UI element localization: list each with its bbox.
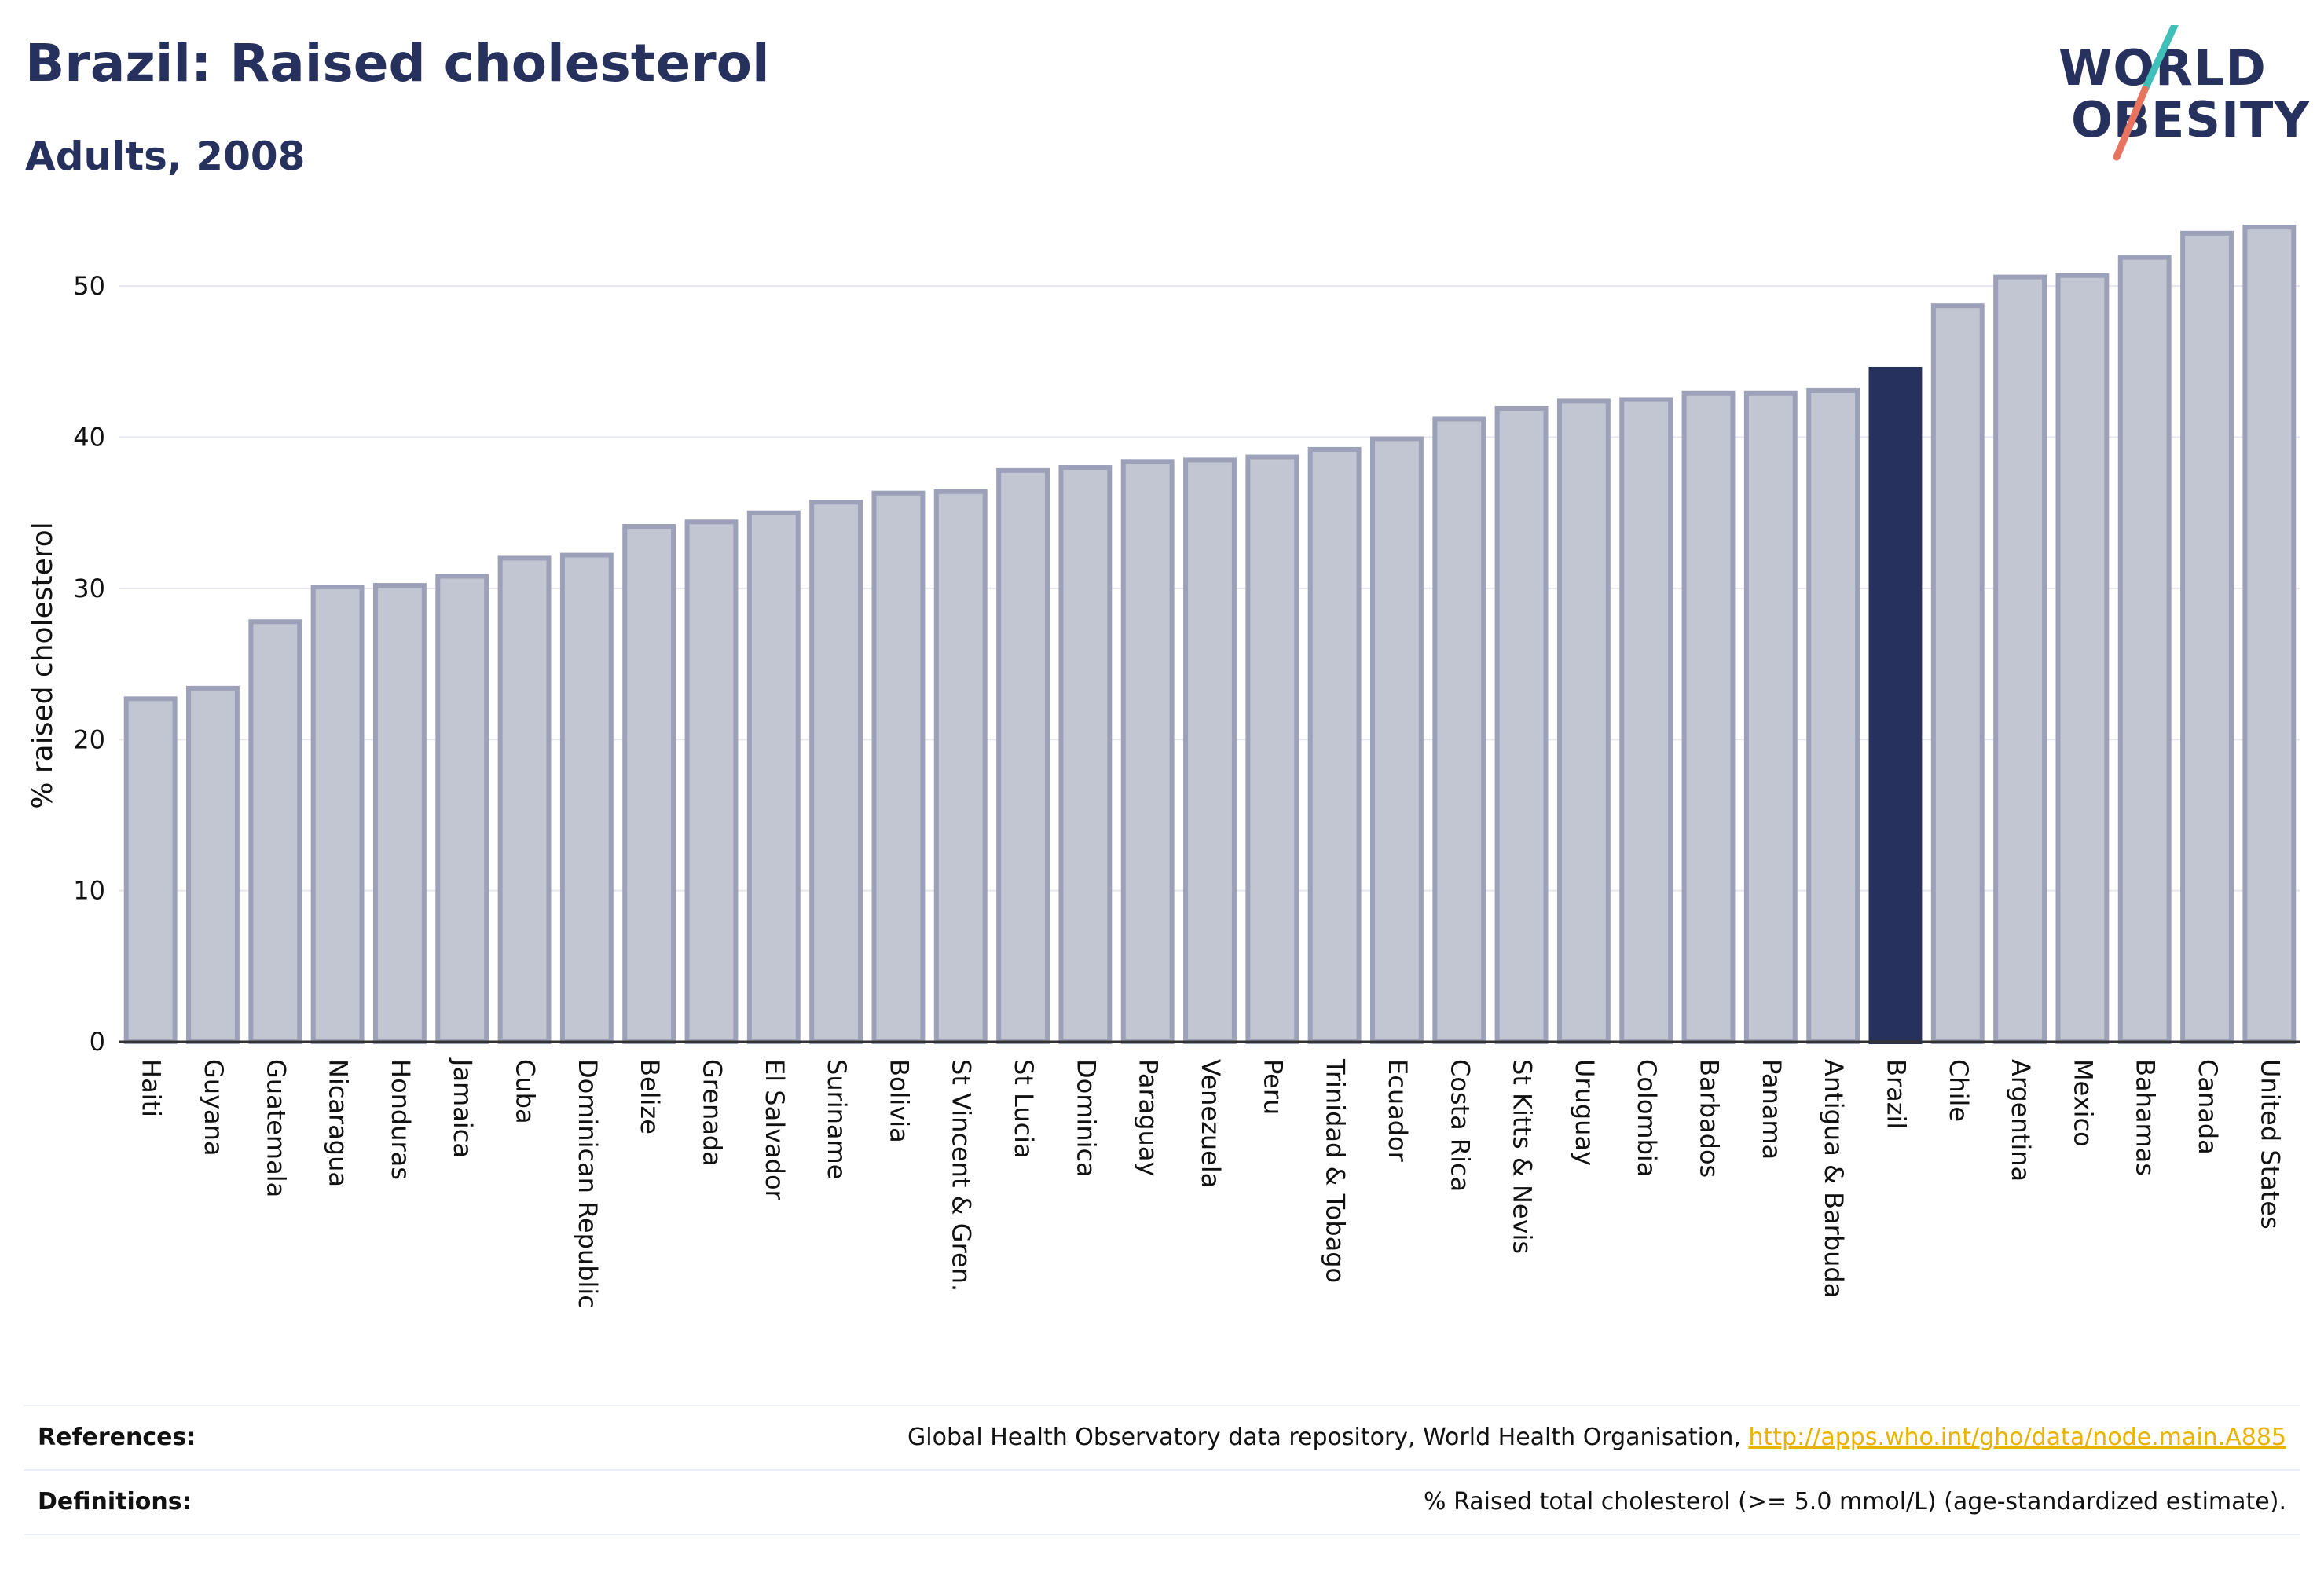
x-tick-label: Guatemala: [261, 1059, 291, 1197]
x-tick-label: Dominica: [1071, 1059, 1101, 1178]
x-tick-label: Ecuador: [1383, 1059, 1413, 1163]
x-tick-label: Mexico: [2068, 1059, 2098, 1147]
logo-slash-icon: [2113, 25, 2179, 161]
x-tick-label: Grenada: [697, 1059, 727, 1167]
y-tick-label: 0: [90, 1027, 105, 1057]
x-tick-label: Antigua & Barbuda: [1819, 1059, 1849, 1298]
bar-bolivia: [871, 490, 926, 1044]
bar-dominica: [1058, 465, 1113, 1044]
bar-peru: [1245, 454, 1299, 1044]
references-link[interactable]: http://apps.who.int/gho/data/node.main.A…: [1748, 1424, 2286, 1451]
bar-brazil: [1868, 366, 1923, 1044]
y-tick-label: 20: [73, 724, 105, 754]
bar-paraguay: [1120, 459, 1175, 1044]
x-tick-label: Canada: [2193, 1059, 2223, 1155]
bar-colombia: [1619, 397, 1673, 1045]
bar-haiti: [123, 696, 178, 1044]
chart-title: Brazil: Raised cholesterol: [25, 33, 770, 93]
bar-st-kitts-nevis: [1494, 405, 1549, 1044]
x-tick-label: Venezuela: [1196, 1059, 1226, 1188]
x-tick-label: Brazil: [1881, 1059, 1911, 1129]
bar-st-vincent-gren-: [933, 489, 988, 1044]
x-tick-label: Suriname: [822, 1059, 852, 1179]
bar-panama: [1743, 390, 1798, 1044]
x-tick-label: United States: [2255, 1059, 2285, 1230]
world-obesity-logo: WORLD OBESITY: [2051, 25, 2310, 167]
bar-argentina: [1993, 274, 2047, 1044]
bar-guatemala: [248, 619, 302, 1044]
x-tick-label: Trinidad & Tobago: [1321, 1058, 1351, 1283]
x-tick-label: Paraguay: [1134, 1059, 1164, 1176]
y-axis-ticks: 0 10 20 30 40 50: [73, 271, 105, 1057]
bar-cuba: [497, 555, 552, 1044]
bar-canada: [2180, 230, 2234, 1045]
bar-chart: 0 10 20 30 40 50 Haiti Guyana Guatemala Nicaragu…: [27, 225, 2300, 1309]
x-tick-label: Cuba: [511, 1059, 541, 1124]
bar-chile: [1930, 303, 1985, 1044]
x-tick-label: Chile: [1944, 1059, 1974, 1122]
y-tick-label: 10: [73, 876, 105, 906]
bar-bahamas: [2117, 255, 2172, 1044]
bar-st-lucia: [996, 467, 1050, 1044]
chart-subtitle: Adults, 2008: [25, 134, 306, 179]
x-tick-label: Bolivia: [884, 1059, 914, 1143]
y-tick-label: 30: [73, 574, 105, 603]
bar-costa-rica: [1432, 416, 1486, 1044]
x-tick-label: Panama: [1757, 1059, 1787, 1160]
bar-united-states: [2242, 225, 2297, 1044]
references-text: Global Health Observatory data repositor…: [907, 1424, 1749, 1451]
bar-mexico: [2055, 273, 2110, 1044]
x-tick-label: Nicaragua: [324, 1059, 354, 1187]
references-row: References: Global Health Observatory da…: [24, 1405, 2300, 1469]
x-tick-label: Haiti: [137, 1059, 167, 1117]
bar-antigua-barbuda: [1806, 387, 1860, 1044]
x-tick-label: El Salvador: [760, 1059, 790, 1201]
definitions-label: Definitions:: [38, 1488, 192, 1516]
x-tick-label: Argentina: [2006, 1059, 2036, 1182]
y-tick-label: 50: [73, 271, 105, 301]
x-tick-label: Dominican Republic: [573, 1059, 603, 1309]
x-tick-label: Peru: [1258, 1059, 1288, 1115]
references-value: Global Health Observatory data repositor…: [907, 1424, 2286, 1451]
x-tick-label: Belize: [635, 1059, 665, 1134]
y-tick-label: 40: [73, 423, 105, 453]
x-tick-label: Costa Rica: [1445, 1059, 1475, 1192]
x-tick-label: St Lucia: [1009, 1059, 1039, 1159]
x-tick-label: Guyana: [199, 1059, 229, 1156]
y-axis-title: % raised cholesterol: [27, 522, 59, 809]
bar-suriname: [809, 500, 863, 1044]
x-tick-label: St Vincent & Gren.: [947, 1059, 977, 1292]
bar-belize: [622, 524, 676, 1044]
bar-guyana: [186, 685, 240, 1044]
bar-barbados: [1681, 390, 1736, 1044]
references-label: References:: [38, 1424, 196, 1451]
bar-venezuela: [1183, 457, 1237, 1044]
definitions-text: % Raised total cholesterol (>= 5.0 mmol/…: [1424, 1488, 2286, 1516]
x-axis-ticks: Haiti Guyana Guatemala Nicaragua Honduras Jam…: [137, 1057, 2286, 1309]
x-tick-label: Honduras: [386, 1059, 416, 1180]
x-tick-label: Colombia: [1632, 1059, 1662, 1177]
bar-grenada: [684, 519, 739, 1044]
logo-line-2: OBESITY: [2071, 91, 2311, 148]
definitions-row: Definitions: % Raised total cholesterol …: [24, 1469, 2300, 1535]
bar-nicaragua: [310, 584, 365, 1044]
x-tick-label: Jamaica: [448, 1057, 478, 1158]
bar-ecuador: [1370, 436, 1424, 1044]
bar-trinidad-tobago: [1307, 446, 1362, 1044]
bar-honduras: [372, 583, 427, 1044]
x-tick-label: St Kitts & Nevis: [1508, 1059, 1538, 1254]
bars: [123, 225, 2297, 1045]
bar-jamaica: [435, 574, 489, 1044]
x-tick-label: Uruguay: [1570, 1059, 1600, 1166]
bar-uruguay: [1556, 398, 1611, 1044]
bar-el-salvador: [746, 510, 801, 1044]
x-tick-label: Bahamas: [2131, 1059, 2161, 1176]
x-tick-label: Barbados: [1695, 1059, 1725, 1178]
bar-dominican-republic: [559, 552, 614, 1044]
